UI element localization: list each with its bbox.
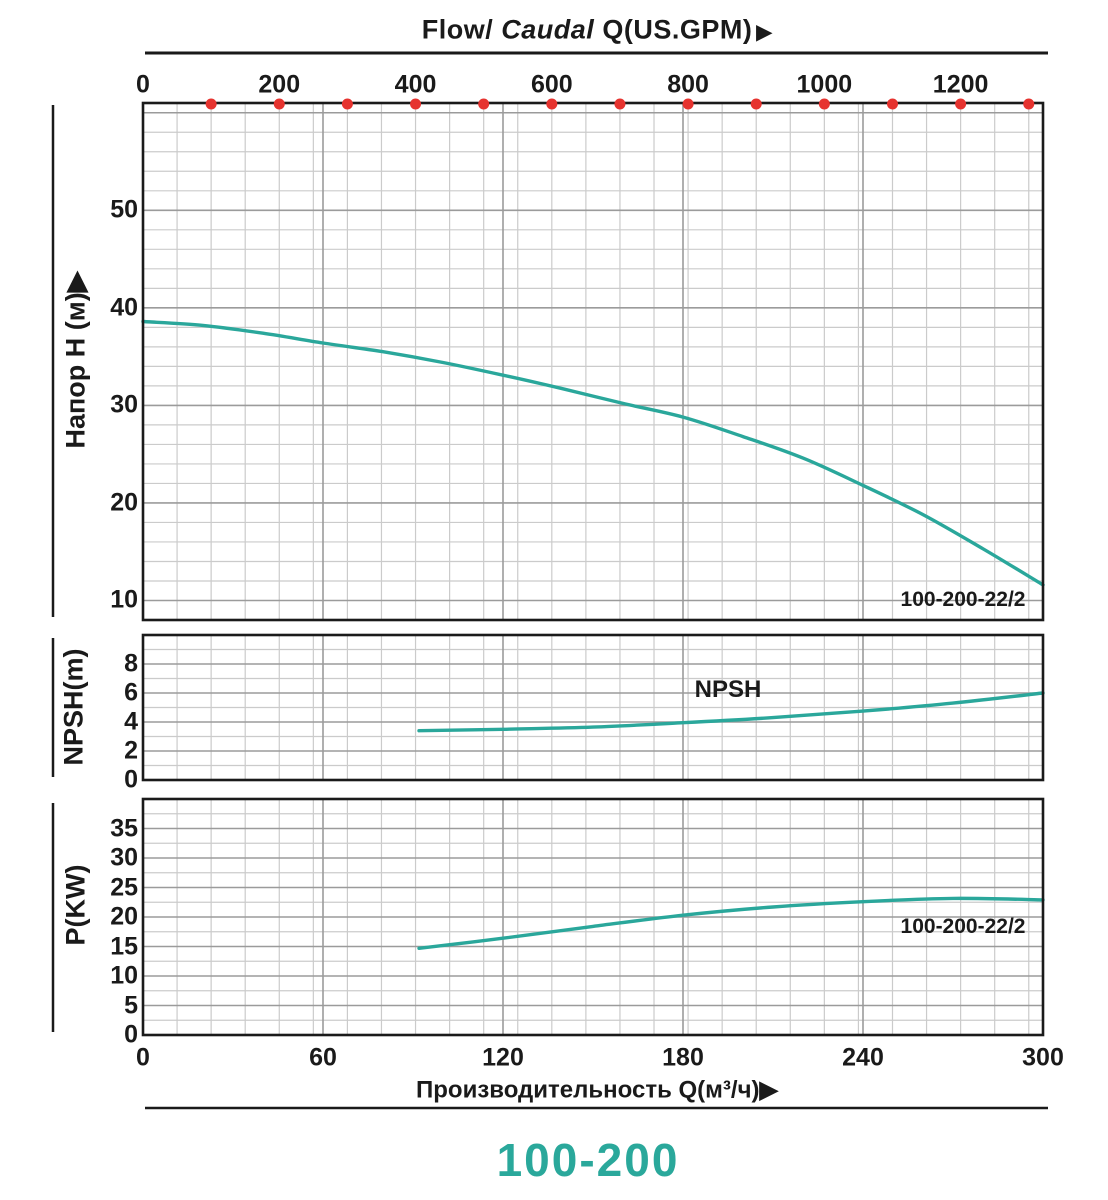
gpm-tick-label: 0 bbox=[136, 70, 150, 99]
top-axis-title: Flow/ Caudal Q(US.GPM) ▶ bbox=[422, 15, 772, 46]
gpm-tick-label: 1000 bbox=[796, 70, 853, 99]
top-axis-title-flow: Flow/ bbox=[421, 14, 494, 45]
gpm-dot bbox=[1023, 98, 1035, 110]
power-curve-label: 100-200-22/2 bbox=[900, 915, 1026, 938]
page-title: 100-200 bbox=[496, 1134, 680, 1186]
gpm-dot bbox=[682, 98, 694, 110]
npsh-ytick-label: 4 bbox=[124, 707, 138, 736]
gpm-dot bbox=[410, 98, 422, 110]
q-tick-label: 180 bbox=[662, 1043, 704, 1072]
gpm-dot bbox=[546, 98, 558, 110]
y-axis-label-head: Напор H (м)▶ bbox=[60, 271, 91, 449]
right-arrow-icon: ▶ bbox=[756, 21, 773, 44]
gpm-tick-label: 200 bbox=[258, 70, 301, 99]
q-tick-label: 240 bbox=[842, 1043, 884, 1072]
top-axis-title-caudal: Caudal bbox=[501, 14, 595, 45]
gpm-dot bbox=[886, 98, 898, 110]
head-ytick-label: 20 bbox=[110, 488, 138, 517]
head-ytick-label: 50 bbox=[110, 195, 138, 224]
top-axis-title-unit: Q(US.GPM) bbox=[602, 14, 753, 45]
grid-major-head bbox=[143, 103, 1043, 620]
npsh-ytick-label: 0 bbox=[124, 765, 138, 794]
gpm-dot bbox=[478, 98, 490, 110]
power-ytick-label: 30 bbox=[110, 843, 138, 872]
head-ytick-label: 30 bbox=[110, 390, 138, 419]
power-ytick-label: 20 bbox=[110, 902, 138, 931]
q-tick-label: 0 bbox=[136, 1043, 150, 1072]
gpm-tick-label: 400 bbox=[394, 70, 437, 99]
power-ytick-label: 5 bbox=[124, 991, 138, 1019]
gpm-dot bbox=[614, 98, 626, 110]
grid-major-power bbox=[143, 799, 1043, 1035]
power-ytick-label: 25 bbox=[110, 873, 138, 901]
rules bbox=[51, 51, 1048, 1110]
gpm-axis-dots bbox=[205, 98, 1035, 110]
npsh-panel-border bbox=[141, 633, 1045, 782]
gpm-dot bbox=[273, 98, 285, 110]
npsh-curve-label: NPSH bbox=[694, 676, 762, 703]
npsh-ytick-label: 8 bbox=[124, 649, 138, 678]
gpm-dot bbox=[955, 98, 967, 110]
gpm-dot bbox=[818, 98, 830, 110]
grid-minor-head bbox=[143, 103, 1043, 620]
power-ytick-label: 35 bbox=[110, 814, 138, 842]
q-tick-label: 60 bbox=[309, 1043, 337, 1072]
head-curve bbox=[141, 319, 1045, 587]
power-ytick-label: 15 bbox=[110, 932, 138, 960]
gpm-dot bbox=[750, 98, 762, 110]
npsh-ytick-label: 2 bbox=[124, 736, 138, 765]
power-panel-border bbox=[141, 797, 1045, 1037]
y-axis-label-npsh: NPSH(m) bbox=[58, 648, 89, 766]
power-ytick-label: 0 bbox=[124, 1020, 138, 1049]
gpm-dot bbox=[341, 98, 353, 110]
gpm-tick-label: 1200 bbox=[932, 70, 989, 99]
gpm-tick-label: 600 bbox=[530, 70, 573, 99]
grid-major-npsh bbox=[143, 635, 1043, 780]
x-axis-title: Производительность Q(м³/ч)▶ bbox=[416, 1076, 778, 1104]
q-tick-label: 120 bbox=[482, 1043, 524, 1072]
q-tick-label: 300 bbox=[1022, 1043, 1064, 1072]
gpm-dot bbox=[205, 98, 217, 110]
npsh-curve bbox=[417, 691, 1045, 733]
gpm-tick-label: 800 bbox=[667, 70, 709, 99]
head-curve-label: 100-200-22/2 bbox=[900, 588, 1026, 611]
head-panel-border bbox=[141, 101, 1045, 622]
power-ytick-label: 10 bbox=[110, 961, 138, 990]
head-ytick-label: 10 bbox=[110, 585, 138, 614]
y-axis-label-power: P(KW) bbox=[60, 864, 91, 946]
head-ytick-label: 40 bbox=[110, 293, 138, 322]
npsh-ytick-label: 6 bbox=[124, 678, 138, 707]
power-curve bbox=[417, 896, 1045, 950]
